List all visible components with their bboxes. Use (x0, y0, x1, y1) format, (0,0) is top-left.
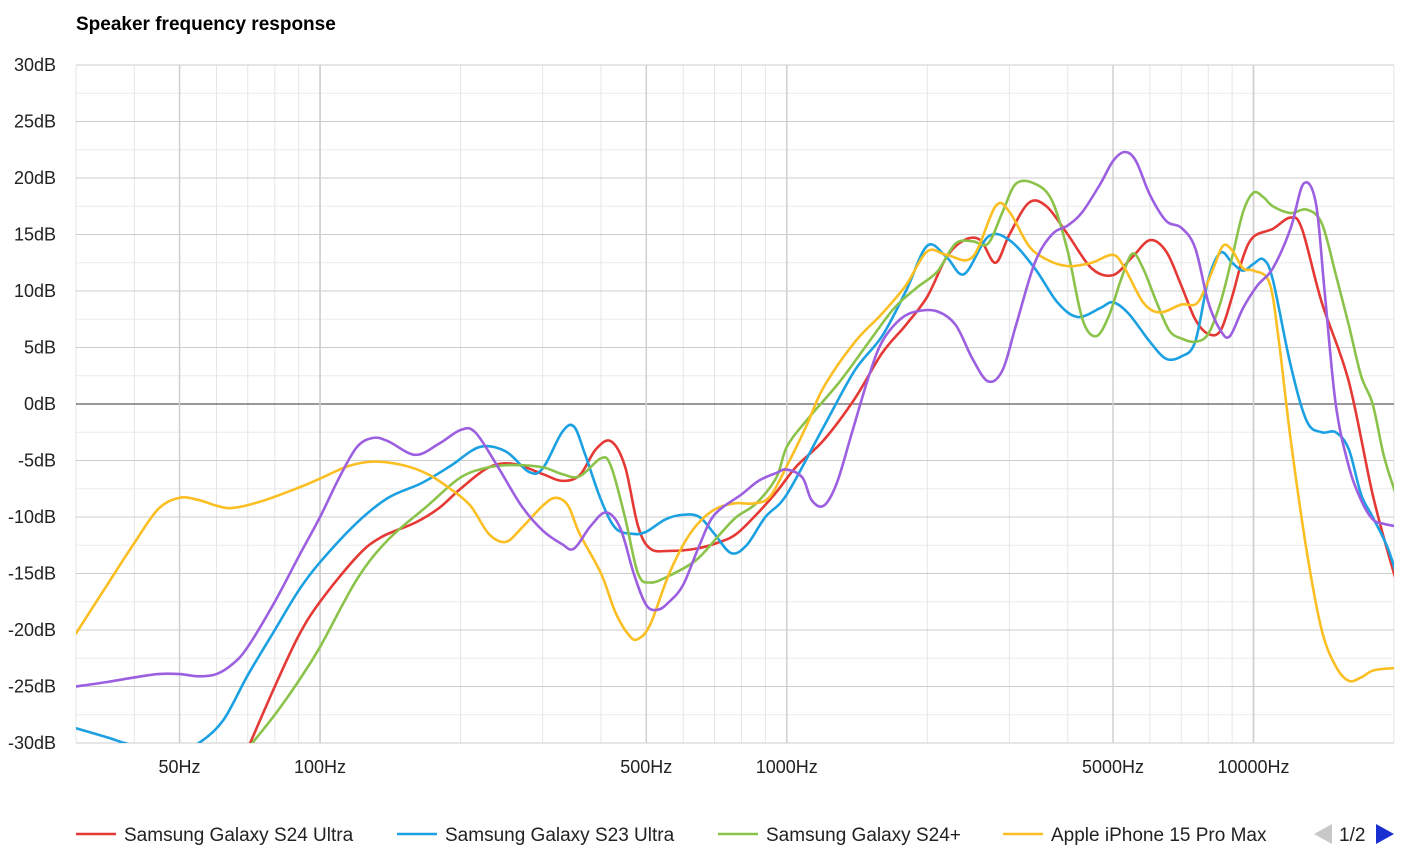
grid (75, 64, 1395, 744)
y-tick-label: -15dB (8, 564, 56, 584)
y-tick-label: 5dB (24, 338, 56, 358)
series-line-5 (76, 150, 1394, 688)
series-group (76, 150, 1394, 743)
next-page-arrow-icon[interactable] (1376, 824, 1394, 844)
x-tick-label: 10000Hz (1217, 757, 1289, 777)
legend: Samsung Galaxy S24 Ultra Samsung Galaxy S… (76, 825, 1267, 846)
x-axis: 50Hz 100Hz 500Hz 1000Hz 5000Hz 10000Hz (159, 757, 1290, 777)
series-line-1 (248, 199, 1394, 743)
y-tick-label: -25dB (8, 677, 56, 697)
y-tick-label: -30dB (8, 733, 56, 753)
x-tick-label: 500Hz (620, 757, 672, 777)
legend-label: Samsung Galaxy S24+ (766, 825, 961, 846)
y-tick-label: 30dB (14, 55, 56, 75)
y-tick-label: 0dB (24, 394, 56, 414)
legend-label: Apple iPhone 15 Pro Max (1051, 825, 1267, 846)
legend-label: Samsung Galaxy S24 Ultra (124, 825, 354, 846)
x-tick-label: 50Hz (159, 757, 201, 777)
series-line-2 (76, 232, 1394, 743)
y-axis: 30dB 25dB 20dB 15dB 10dB 5dB 0dB -5dB -10dB -15dB… (8, 55, 56, 753)
legend-item[interactable]: Apple iPhone 15 Pro Max (1003, 825, 1267, 846)
y-tick-label: -20dB (8, 620, 56, 640)
y-tick-label: 10dB (14, 281, 56, 301)
y-tick-label: 15dB (14, 225, 56, 245)
y-tick-label: -10dB (8, 507, 56, 527)
x-tick-label: 5000Hz (1082, 757, 1144, 777)
series-line-4 (76, 201, 1394, 683)
chart-title: Speaker frequency response (76, 14, 336, 35)
pager-label: 1/2 (1339, 825, 1365, 846)
y-tick-label: 20dB (14, 168, 56, 188)
x-tick-label: 100Hz (294, 757, 346, 777)
y-tick-label: -5dB (18, 451, 56, 471)
previous-page-arrow-icon[interactable] (1314, 824, 1332, 844)
legend-item[interactable]: Samsung Galaxy S23 Ultra (397, 825, 675, 846)
x-tick-label: 1000Hz (756, 757, 818, 777)
legend-item[interactable]: Samsung Galaxy S24+ (718, 825, 961, 846)
legend-label: Samsung Galaxy S23 Ultra (445, 825, 675, 846)
legend-pager: 1/2 (1314, 824, 1394, 846)
legend-item[interactable]: Samsung Galaxy S24 Ultra (76, 825, 354, 846)
y-tick-label: 25dB (14, 112, 56, 132)
